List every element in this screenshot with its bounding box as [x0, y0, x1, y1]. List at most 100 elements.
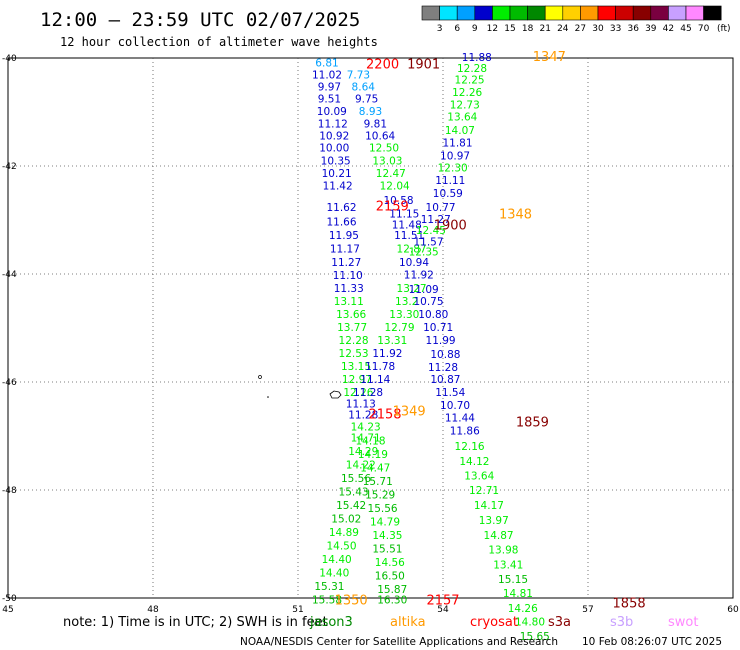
- wave-height-label: 11.17: [330, 244, 360, 256]
- wave-height-label: 14.89: [329, 527, 359, 539]
- legend-unit: (ft): [717, 24, 731, 34]
- wave-height-label: 12.26: [452, 87, 482, 99]
- y-tick-label: -46: [2, 378, 17, 388]
- legend-tick-label: 70: [698, 24, 710, 34]
- wave-height-label: 11.28: [348, 409, 378, 421]
- legend-tick-label: 21: [539, 24, 550, 34]
- wave-height-label: 12.28: [339, 335, 369, 347]
- legend-swatch: [456, 5, 476, 21]
- legend-tick-label: 27: [575, 24, 586, 34]
- wave-height-label: 14.71: [351, 433, 381, 445]
- wave-height-label: 14.18: [355, 435, 385, 447]
- x-tick-label: 45: [2, 605, 13, 615]
- wave-height-label: 10.88: [430, 349, 460, 361]
- legend-swatch: [421, 5, 440, 21]
- wave-height-label: 12.50: [369, 143, 399, 155]
- wave-height-label: 15.29: [365, 489, 395, 501]
- wave-height-label: 14.12: [459, 456, 489, 468]
- wave-height-label: 15.43: [339, 487, 369, 499]
- wave-height-label: 10.64: [365, 130, 395, 142]
- legend-swatch: [509, 5, 528, 21]
- wave-height-label: 12.53: [339, 348, 369, 360]
- legend-tick-label: 9: [472, 24, 478, 34]
- wave-height-label: 13.64: [447, 111, 477, 123]
- wave-height-label: 15.87: [377, 584, 407, 596]
- legend-tick-label: 39: [645, 24, 657, 34]
- wave-height-label: 11.27: [421, 214, 451, 226]
- wave-height-label: 12.30: [438, 163, 468, 175]
- wave-height-label: 15.71: [363, 476, 393, 488]
- satellite-legend-item: swot: [668, 615, 698, 630]
- wave-height-label: 14.47: [360, 462, 390, 474]
- wave-height-label: 11.66: [326, 217, 356, 229]
- wave-height-label: 15.42: [336, 500, 366, 512]
- legend-swatch: [544, 5, 564, 21]
- y-tick-label: -40: [2, 54, 17, 64]
- wave-height-label: 14.19: [358, 449, 388, 461]
- wave-height-label: 14.81: [503, 588, 533, 600]
- wave-height-label: 12.47: [376, 168, 406, 180]
- plot-area: 45 48 51 54 57 60-40-42-44-46-48-506.8111.029…: [2, 50, 739, 643]
- legend-tick-label: 12: [487, 24, 498, 34]
- wave-height-label: 12.79: [384, 322, 414, 334]
- satellite-legend-item: s3a: [548, 615, 571, 630]
- wave-height-label: 11.81: [442, 137, 472, 149]
- legend-swatch: [439, 5, 458, 21]
- wave-height-label: 11.54: [435, 387, 465, 399]
- pass-time-label: 2200: [366, 57, 399, 72]
- wave-height-label: 14.56: [375, 557, 405, 569]
- wave-height-label: 10.58: [384, 195, 414, 207]
- wave-height-label: 10.00: [319, 143, 349, 155]
- wave-height-label: 11.14: [360, 374, 390, 386]
- wave-height-label: 14.29: [348, 446, 378, 458]
- wave-height-label: 9.97: [318, 82, 341, 94]
- legend-tick-label: 18: [522, 24, 534, 34]
- wave-height-label: 9.51: [318, 94, 341, 106]
- island-dot: [267, 396, 269, 398]
- wave-height-label: 15.56: [368, 503, 398, 515]
- wave-height-label: 14.87: [484, 530, 514, 542]
- legend-tick-label: 45: [680, 24, 691, 34]
- wave-height-label: 10.87: [430, 374, 460, 386]
- wave-height-label: 6.81: [315, 57, 338, 69]
- wave-height-label: 15.31: [314, 581, 344, 593]
- wave-height-label: 10.75: [413, 296, 443, 308]
- legend-swatch: [632, 5, 652, 21]
- wave-height-label: 11.48: [392, 219, 422, 231]
- wave-height-label: 12.97: [342, 374, 372, 386]
- pass-time-label: 1859: [516, 416, 549, 431]
- wave-height-label: 11.95: [329, 230, 359, 242]
- wave-height-label: 8.93: [359, 106, 382, 118]
- wave-height-label: 10.92: [319, 130, 349, 142]
- wave-height-label: 10.97: [440, 150, 470, 162]
- wave-height-label: 10.59: [433, 188, 463, 200]
- wave-height-label: 11.09: [409, 284, 439, 296]
- wave-height-label: 12.16: [455, 441, 485, 453]
- legend-tick-label: 30: [592, 24, 604, 34]
- x-tick-label: 54: [437, 605, 449, 615]
- wave-height-label: 11.62: [326, 202, 356, 214]
- wave-height-label: 11.92: [404, 270, 434, 282]
- wave-height-label: 13.03: [372, 156, 402, 168]
- y-tick-label: -42: [2, 162, 17, 172]
- wave-height-label: 14.26: [508, 603, 538, 615]
- wave-height-label: 12.73: [450, 100, 480, 112]
- wave-height-label: 14.79: [370, 516, 400, 528]
- satellite-legend: jason3 altika cryosat s3a s3b swot: [309, 615, 698, 630]
- wave-height-label: 11.12: [318, 118, 348, 130]
- wave-height-label: 10.70: [440, 400, 470, 412]
- wave-height-label: 11.27: [331, 257, 361, 269]
- wave-height-label: 10.94: [399, 257, 429, 269]
- chart-subtitle: 12 hour collection of altimeter wave hei…: [60, 35, 378, 49]
- wave-height-label: 11.15: [389, 209, 419, 221]
- wave-height-label: 14.35: [372, 530, 402, 542]
- color-legend: 3 6 9 12 15 18 21 24 27 30 33 36 39 42 45 70 (ft): [421, 5, 731, 34]
- wave-height-label: 14.80: [515, 616, 545, 628]
- wave-height-label: 10.21: [322, 168, 352, 180]
- satellite-legend-item: altika: [390, 615, 426, 630]
- wave-height-label: 10.80: [418, 309, 448, 321]
- legend-swatch: [527, 5, 546, 21]
- legend-swatch: [580, 5, 599, 21]
- wave-height-label: 11.33: [334, 283, 364, 295]
